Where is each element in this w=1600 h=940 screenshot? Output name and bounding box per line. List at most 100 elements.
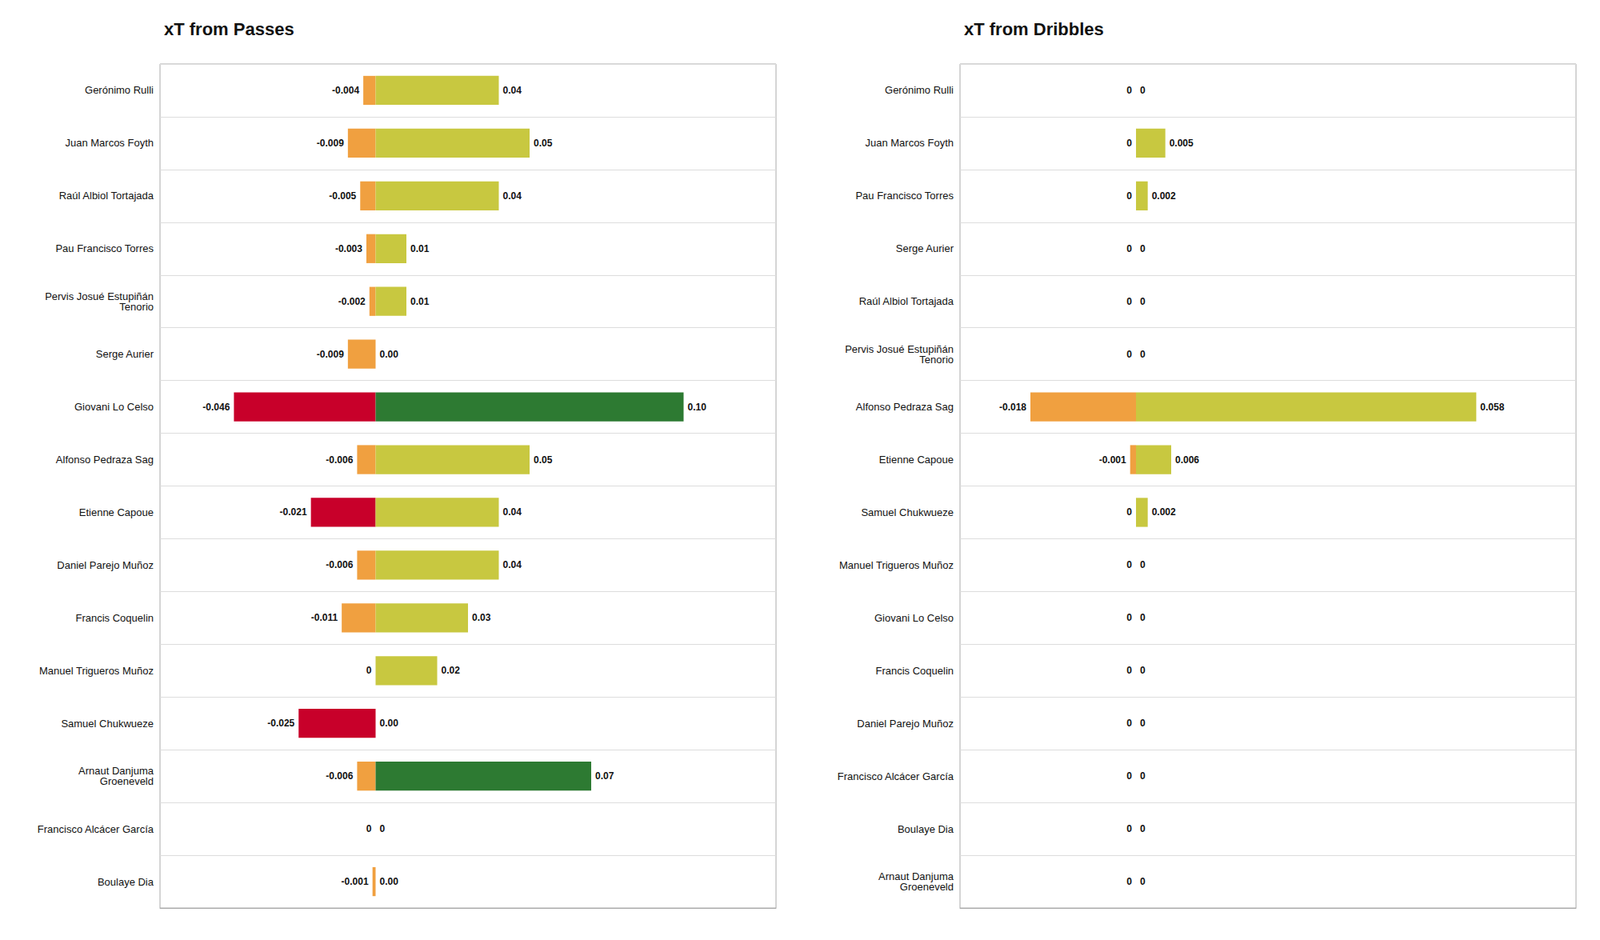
svg-text:0: 0 <box>1126 506 1132 518</box>
svg-text:0: 0 <box>1126 137 1132 149</box>
svg-text:Samuel Chukwueze: Samuel Chukwueze <box>60 717 154 730</box>
svg-text:Francis Coquelin: Francis Coquelin <box>875 664 954 677</box>
svg-text:Francis Coquelin: Francis Coquelin <box>75 612 154 624</box>
svg-text:0: 0 <box>1140 559 1146 571</box>
svg-text:Manuel Trigueros Muñoz: Manuel Trigueros Muñoz <box>839 559 954 572</box>
svg-text:Tenorio: Tenorio <box>919 353 954 366</box>
svg-text:xT from Passes: xT from Passes <box>164 19 295 40</box>
svg-text:0: 0 <box>366 823 372 835</box>
svg-text:Alfonso Pedraza Sag: Alfonso Pedraza Sag <box>56 453 154 466</box>
svg-text:0: 0 <box>1126 348 1132 360</box>
svg-text:0: 0 <box>380 823 386 835</box>
svg-text:-0.021: -0.021 <box>280 506 308 518</box>
svg-text:Juan Marcos Foyth: Juan Marcos Foyth <box>64 136 154 149</box>
svg-text:0: 0 <box>1140 664 1146 676</box>
svg-text:-0.002: -0.002 <box>338 296 366 308</box>
svg-text:Boulaye Dia: Boulaye Dia <box>897 823 955 836</box>
svg-text:0: 0 <box>1126 559 1132 571</box>
svg-text:0.002: 0.002 <box>1152 190 1176 202</box>
svg-text:0.04: 0.04 <box>503 559 523 571</box>
svg-text:0: 0 <box>1126 770 1132 782</box>
svg-text:-0.005: -0.005 <box>328 190 356 202</box>
svg-text:0.002: 0.002 <box>1152 506 1176 518</box>
svg-text:0: 0 <box>1140 612 1146 624</box>
svg-text:-0.001: -0.001 <box>341 876 369 888</box>
svg-text:0: 0 <box>1126 84 1132 96</box>
svg-text:0.02: 0.02 <box>441 664 461 676</box>
svg-text:Pervis Josué Estupiñán: Pervis Josué Estupiñán <box>44 290 154 303</box>
svg-text:Gerónimo Rulli: Gerónimo Rulli <box>84 84 154 96</box>
svg-text:-0.009: -0.009 <box>316 348 344 360</box>
svg-text:0: 0 <box>1140 717 1146 729</box>
svg-text:Raúl Albiol Tortajada: Raúl Albiol Tortajada <box>859 295 955 308</box>
svg-text:0: 0 <box>1140 84 1146 96</box>
svg-text:Manuel Trigueros Muñoz: Manuel Trigueros Muñoz <box>39 664 154 677</box>
svg-text:Serge Aurier: Serge Aurier <box>896 242 955 255</box>
svg-text:0.03: 0.03 <box>472 612 492 624</box>
svg-text:-0.025: -0.025 <box>267 717 295 729</box>
svg-text:0.04: 0.04 <box>503 506 523 518</box>
svg-text:-0.011: -0.011 <box>311 612 339 624</box>
svg-text:0: 0 <box>1126 612 1132 624</box>
svg-text:0: 0 <box>1126 296 1132 308</box>
svg-text:0: 0 <box>1126 664 1132 676</box>
svg-text:Pau Francisco Torres: Pau Francisco Torres <box>855 189 954 202</box>
svg-text:-0.004: -0.004 <box>332 84 360 96</box>
svg-text:0: 0 <box>1140 876 1146 888</box>
svg-text:0: 0 <box>1126 190 1132 202</box>
svg-text:0.058: 0.058 <box>1480 401 1504 413</box>
svg-text:Serge Aurier: Serge Aurier <box>96 348 155 360</box>
svg-text:0: 0 <box>1140 348 1146 360</box>
svg-text:-0.006: -0.006 <box>325 770 353 782</box>
svg-text:0.04: 0.04 <box>503 84 523 96</box>
svg-text:-0.003: -0.003 <box>335 243 363 255</box>
svg-text:0.005: 0.005 <box>1169 137 1194 149</box>
svg-text:0.05: 0.05 <box>533 137 553 149</box>
svg-text:Francisco Alcácer García: Francisco Alcácer García <box>837 770 955 783</box>
svg-text:0: 0 <box>1126 876 1132 888</box>
svg-text:0: 0 <box>1140 243 1146 255</box>
svg-text:0: 0 <box>1126 717 1132 729</box>
svg-text:-0.046: -0.046 <box>202 401 230 413</box>
svg-text:0.00: 0.00 <box>380 876 400 888</box>
svg-text:Samuel Chukwueze: Samuel Chukwueze <box>860 506 954 519</box>
svg-text:0.04: 0.04 <box>503 190 523 202</box>
svg-text:0: 0 <box>1126 823 1132 835</box>
svg-text:0.006: 0.006 <box>1175 454 1200 466</box>
svg-text:Daniel Parejo Muñoz: Daniel Parejo Muñoz <box>56 559 154 572</box>
svg-text:-0.006: -0.006 <box>325 454 353 466</box>
svg-text:xT from Dribbles: xT from Dribbles <box>964 19 1104 40</box>
svg-text:Francisco Alcácer García: Francisco Alcácer García <box>37 823 155 836</box>
svg-text:-0.006: -0.006 <box>325 559 353 571</box>
svg-text:0: 0 <box>1140 770 1146 782</box>
svg-text:Etienne Capoue: Etienne Capoue <box>879 453 954 466</box>
svg-text:0.01: 0.01 <box>410 296 430 308</box>
svg-text:0.10: 0.10 <box>688 401 708 413</box>
svg-text:0.05: 0.05 <box>533 454 553 466</box>
svg-text:0: 0 <box>1140 296 1146 308</box>
svg-text:0: 0 <box>366 664 372 676</box>
svg-text:-0.009: -0.009 <box>316 137 344 149</box>
svg-text:Tenorio: Tenorio <box>119 300 154 313</box>
svg-text:Boulaye Dia: Boulaye Dia <box>97 876 155 888</box>
svg-text:Pau Francisco Torres: Pau Francisco Torres <box>55 242 154 255</box>
svg-text:0: 0 <box>1126 243 1132 255</box>
svg-text:Giovani Lo Celso: Giovani Lo Celso <box>874 612 954 624</box>
svg-text:0.00: 0.00 <box>380 717 400 729</box>
svg-text:Groeneveld: Groeneveld <box>100 775 154 788</box>
svg-text:0.07: 0.07 <box>595 770 615 782</box>
svg-text:Giovani Lo Celso: Giovani Lo Celso <box>74 400 154 413</box>
svg-text:Gerónimo Rulli: Gerónimo Rulli <box>884 84 954 96</box>
svg-text:Daniel Parejo Muñoz: Daniel Parejo Muñoz <box>856 717 954 730</box>
svg-text:0: 0 <box>1140 823 1146 835</box>
svg-text:Raúl Albiol Tortajada: Raúl Albiol Tortajada <box>59 189 155 202</box>
svg-text:Arnaut Danjuma: Arnaut Danjuma <box>78 764 154 777</box>
svg-text:Alfonso Pedraza Sag: Alfonso Pedraza Sag <box>856 400 954 413</box>
svg-text:-0.001: -0.001 <box>1099 454 1127 466</box>
svg-text:Groeneveld: Groeneveld <box>900 880 954 893</box>
svg-text:Etienne Capoue: Etienne Capoue <box>79 506 154 519</box>
svg-text:Juan Marcos Foyth: Juan Marcos Foyth <box>864 136 954 149</box>
svg-text:0.00: 0.00 <box>380 348 400 360</box>
svg-text:0.01: 0.01 <box>410 243 430 255</box>
svg-text:-0.018: -0.018 <box>999 401 1027 413</box>
